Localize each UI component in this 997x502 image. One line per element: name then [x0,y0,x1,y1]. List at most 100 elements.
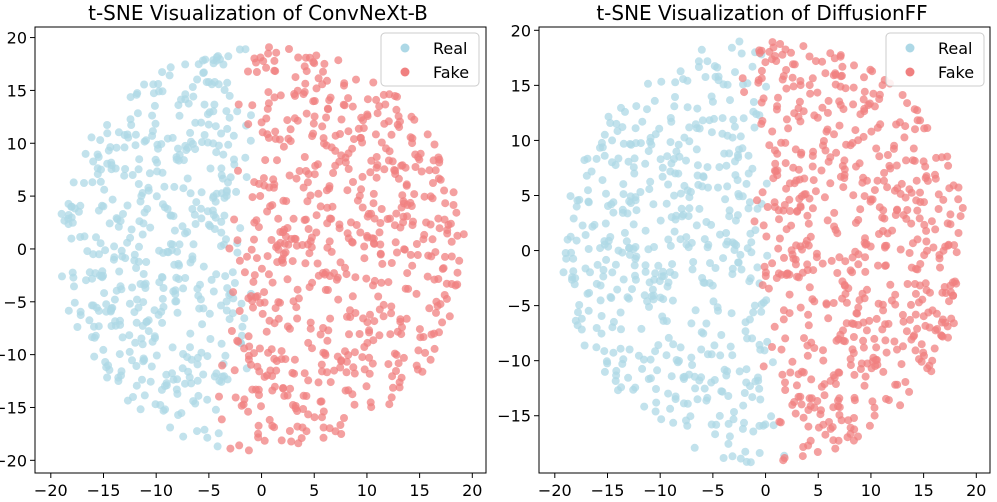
point-fake [799,413,808,422]
point-real [148,111,157,120]
point-real [626,199,635,207]
point-fake [891,211,900,219]
point-real [74,207,83,216]
point-fake [292,174,301,183]
point-real [691,306,700,315]
point-fake [419,235,428,244]
point-fake [788,357,797,366]
point-real [175,111,184,120]
point-real [98,273,107,282]
point-fake [368,234,377,243]
point-fake [302,427,311,436]
point-fake [851,247,860,256]
point-real [93,150,102,159]
point-fake [755,49,764,57]
point-fake [903,99,912,108]
point-real [741,447,750,456]
point-real [584,198,593,207]
point-fake [811,187,820,196]
point-fake [789,60,797,69]
point-real [692,124,701,133]
point-real [128,171,137,179]
point-fake [785,290,794,299]
point-fake [323,336,332,345]
axes-frame [538,26,991,474]
point-fake [376,249,385,258]
point-real [229,131,238,140]
point-real [746,382,754,391]
point-real [132,264,141,272]
point-real [748,393,757,402]
point-real [193,75,202,84]
ticks-layer: −20 −15 −10 −5 0 5 10 15 20 −15 −10 −5 0 5 10 15 20 [497,21,986,500]
point-fake [440,186,449,195]
point-real [692,145,701,154]
point-fake [342,368,351,377]
point-fake [363,95,372,104]
point-fake [355,330,364,338]
point-fake [781,334,790,343]
point-real [200,131,209,139]
point-fake [792,176,801,185]
point-real [668,260,677,269]
point-real [146,223,155,232]
point-fake [886,280,895,289]
point-fake [404,284,413,293]
point-fake [922,237,931,246]
point-fake [306,324,315,333]
point-fake [810,297,819,306]
point-fake [435,224,444,233]
point-real [670,191,679,200]
point-fake [828,423,837,432]
point-real [663,282,672,291]
point-real [126,93,135,102]
point-real [621,107,629,116]
point-real [749,308,758,317]
point-real [702,396,711,405]
point-fake [803,211,812,220]
point-fake [425,166,434,175]
point-fake [860,381,869,390]
point-real [707,420,716,429]
point-real [597,329,606,338]
point-real [197,214,206,223]
point-fake [365,353,374,362]
point-real [593,260,602,269]
point-real [200,100,209,109]
point-fake [288,257,297,266]
point-real [671,392,680,401]
point-fake [298,241,307,249]
point-real [105,366,114,374]
point-real [141,284,150,292]
point-fake [834,368,843,377]
point-fake [925,361,934,370]
point-real [189,240,198,249]
point-fake [829,299,838,307]
point-fake [792,381,801,390]
point-real [73,323,82,331]
point-real [194,291,203,300]
x-tick-label: −20 [538,481,572,500]
point-fake [309,129,318,138]
point-fake [820,380,829,389]
point-fake [860,87,869,96]
point-fake [252,68,261,76]
point-real [753,204,762,213]
point-real [206,164,215,173]
point-real [714,183,722,192]
point-real [666,241,675,250]
point-fake [797,192,806,201]
point-real [129,393,137,401]
point-real [672,211,681,220]
point-real [226,173,235,182]
point-real [724,439,733,448]
point-fake [397,373,406,382]
point-fake [806,401,815,410]
point-real [179,432,188,441]
point-fake [302,67,311,76]
point-real [166,211,175,220]
point-fake [849,191,858,200]
point-real [618,205,627,214]
point-fake [948,278,957,287]
point-real [123,130,132,139]
